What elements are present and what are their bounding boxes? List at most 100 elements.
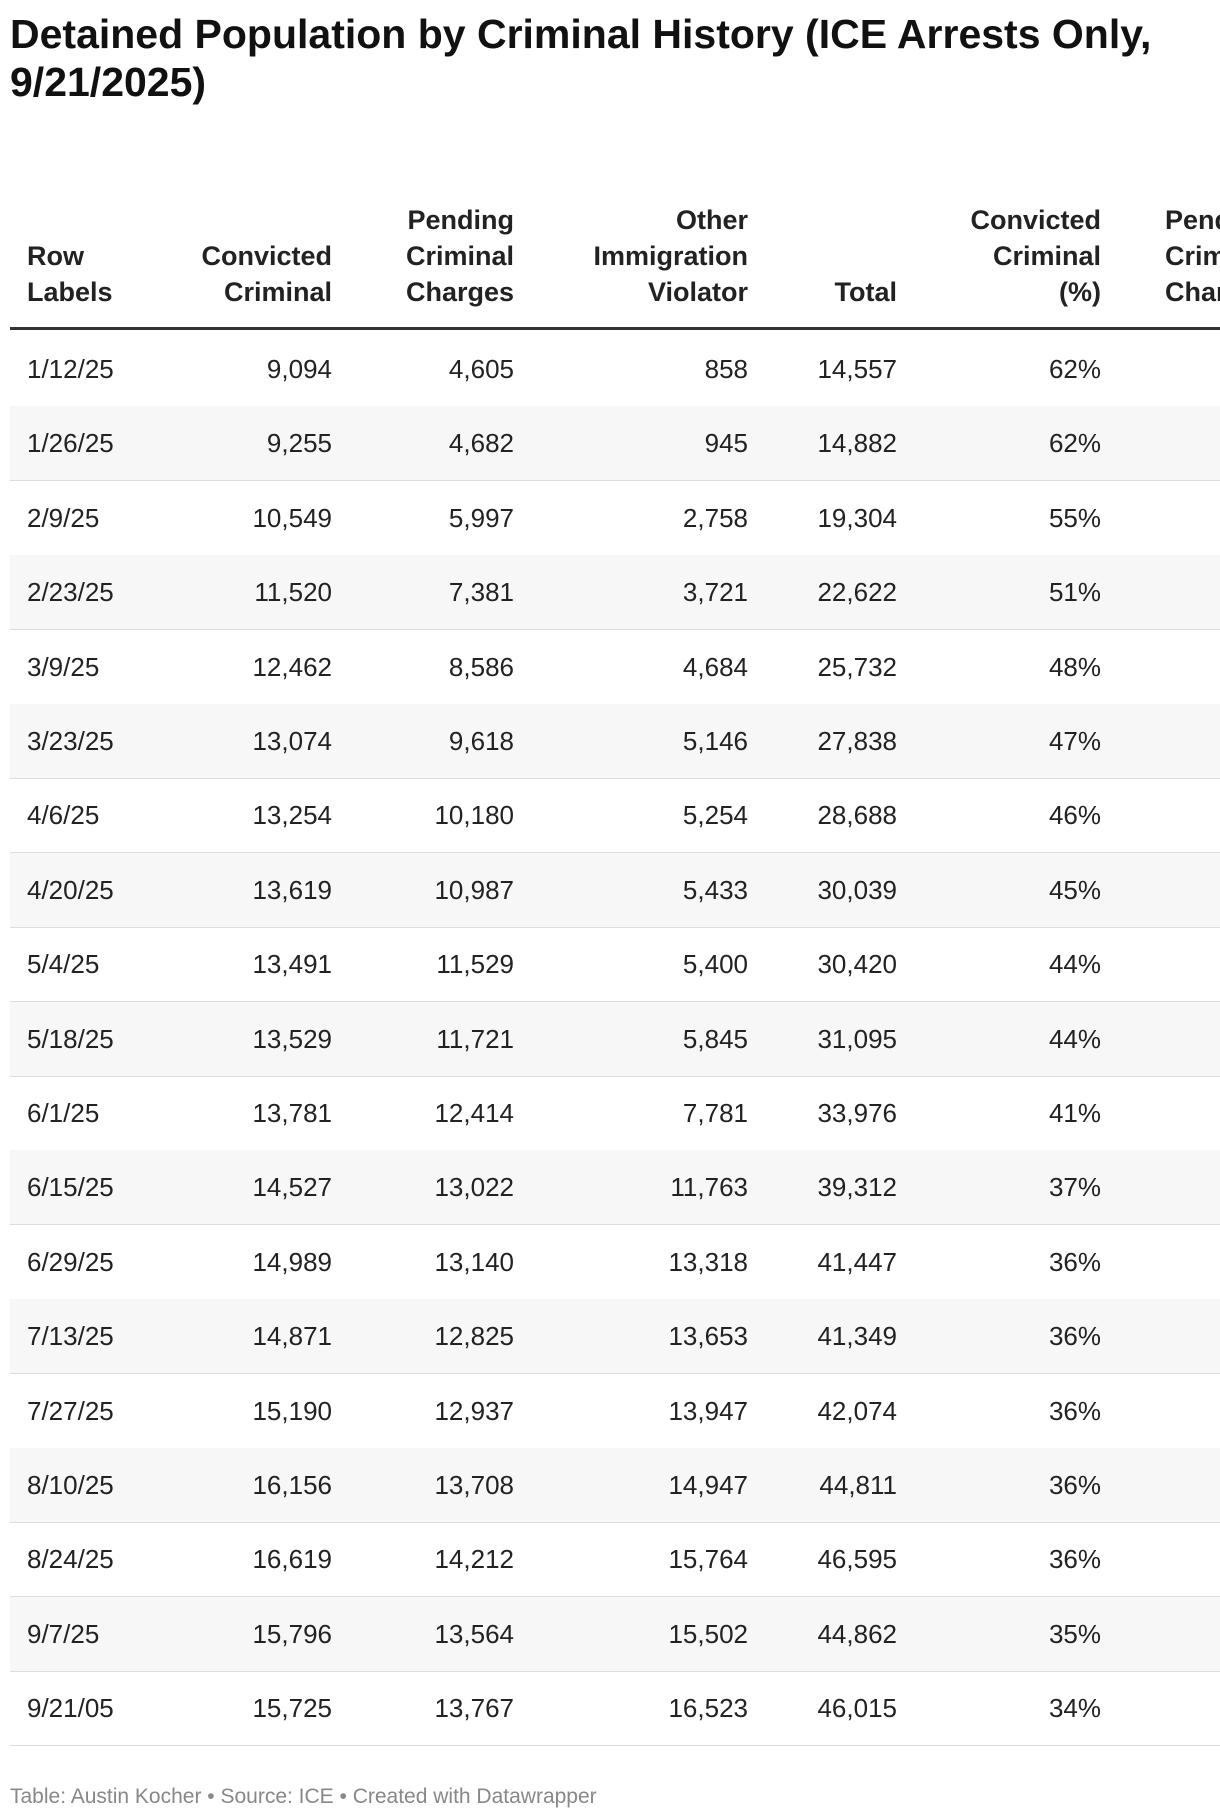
row-label: 7/13/25 <box>27 1321 114 1352</box>
table-cell: 36% <box>1048 1246 1101 1277</box>
table-row: 4/6/25 13,254 10,180 5,254 28,688 46% <box>10 778 1220 854</box>
table-cell: 36% <box>1048 1544 1101 1575</box>
table-cell: 62% <box>1048 354 1101 384</box>
table-row: 3/23/25 13,074 9,618 5,146 27,838 47% <box>10 704 1220 779</box>
table-cell: 37% <box>1048 1172 1101 1203</box>
table-cell: 13,653 <box>668 1321 748 1352</box>
row-label: 4/6/25 <box>27 800 100 831</box>
table-row: 7/27/25 15,190 12,937 13,947 42,074 36% <box>10 1374 1220 1449</box>
table-cell: 14,212 <box>434 1544 514 1575</box>
table-cell: 15,725 <box>252 1693 332 1724</box>
table-header: Row Labels Convicted Criminal Pending Crim… <box>10 160 1220 310</box>
table-cell: 13,140 <box>434 1246 514 1277</box>
table-cell: 13,318 <box>668 1246 748 1277</box>
table: Row Labels Convicted Criminal Pending Crim… <box>10 160 1220 1750</box>
table-row: 2/9/25 10,549 5,997 2,758 19,304 55% <box>10 481 1220 556</box>
table-cell: 11,520 <box>254 577 332 608</box>
table-row: 9/7/25 15,796 13,564 15,502 44,862 35% <box>10 1596 1220 1672</box>
row-label: 6/15/25 <box>27 1172 114 1203</box>
table-cell: 16,619 <box>252 1544 332 1575</box>
row-label: 2/23/25 <box>27 577 114 608</box>
table-cell: 44% <box>1048 949 1101 980</box>
table-cell: 14,557 <box>817 354 897 384</box>
table-cell: 12,825 <box>434 1321 514 1352</box>
table-cell: 55% <box>1048 502 1101 533</box>
table-cell: 10,180 <box>434 800 514 831</box>
table-row: 9/21/05 15,725 13,767 16,523 46,015 34% <box>10 1671 1220 1747</box>
table-row: 6/1/25 13,781 12,414 7,781 33,976 41% <box>10 1076 1220 1151</box>
table-cell: 5,254 <box>682 800 748 831</box>
table-cell: 13,619 <box>252 874 332 905</box>
table-cell: 10,549 <box>252 502 332 533</box>
column-header: Pending Criminal Charges <box>1165 205 1220 307</box>
table-cell: 34% <box>1048 1693 1101 1724</box>
table-cell: 15,764 <box>668 1544 748 1575</box>
row-label: 7/27/25 <box>27 1395 114 1426</box>
row-label: 3/9/25 <box>27 651 100 682</box>
table-cell: 25,732 <box>817 651 897 682</box>
table-cell: 13,564 <box>434 1618 514 1649</box>
table-row: 6/29/25 14,989 13,140 13,318 41,447 36% <box>10 1225 1220 1300</box>
table-cell: 7,781 <box>682 1098 748 1128</box>
table-cell: 46,595 <box>817 1544 897 1575</box>
row-label: 4/20/25 <box>27 874 114 905</box>
table-cell: 4,682 <box>448 428 514 459</box>
row-label: 2/9/25 <box>27 502 100 533</box>
table-cell: 12,414 <box>434 1098 514 1128</box>
table-cell: 13,767 <box>434 1693 514 1724</box>
row-label: 5/18/25 <box>27 1023 114 1054</box>
column-header: Pending Criminal Charges <box>405 205 514 307</box>
table-cell: 13,708 <box>434 1470 514 1500</box>
table-cell: 5,433 <box>682 874 748 905</box>
row-label: 3/23/25 <box>27 726 114 756</box>
table-cell: 9,255 <box>266 428 332 459</box>
table-cell: 51% <box>1048 577 1101 608</box>
row-label: 6/29/25 <box>27 1246 114 1277</box>
table-cell: 5,997 <box>448 502 514 533</box>
table-cell: 14,527 <box>252 1172 332 1203</box>
row-label: 6/1/25 <box>27 1098 100 1128</box>
table-row: 5/4/25 13,491 11,529 5,400 30,420 44% <box>10 927 1220 1003</box>
table-cell: 13,491 <box>252 949 332 980</box>
table-cell: 5,146 <box>682 726 748 756</box>
column-header: Row Labels <box>27 241 113 307</box>
table-cell: 33,976 <box>817 1098 897 1128</box>
table-cell: 15,190 <box>252 1395 332 1426</box>
table-row: 8/10/25 16,156 13,708 14,947 44,811 36% <box>10 1448 1220 1523</box>
table-row: 3/9/25 12,462 8,586 4,684 25,732 48% <box>10 630 1220 705</box>
table-cell: 41% <box>1048 1098 1101 1128</box>
table-cell: 13,947 <box>668 1395 748 1426</box>
row-label: 5/4/25 <box>27 949 100 980</box>
table-row: 7/13/25 14,871 12,825 13,653 41,349 36% <box>10 1299 1220 1375</box>
table-cell: 12,937 <box>434 1395 514 1426</box>
table-cell: 36% <box>1048 1470 1101 1500</box>
table-row: 2/23/25 11,520 7,381 3,721 22,622 51% <box>10 555 1220 631</box>
table-cell: 31,095 <box>817 1023 897 1054</box>
table-cell: 13,529 <box>252 1023 332 1054</box>
row-label: 8/10/25 <box>27 1470 114 1500</box>
column-header: Other Immigration Violator <box>593 205 748 307</box>
table-cell: 4,605 <box>448 354 514 384</box>
table-cell: 2,758 <box>682 502 748 533</box>
table-cell: 14,947 <box>668 1470 748 1500</box>
table-row: 6/15/25 14,527 13,022 11,763 39,312 37% <box>10 1150 1220 1226</box>
table-cell: 15,502 <box>668 1618 748 1649</box>
table-row: 8/24/25 16,619 14,212 15,764 46,595 36% <box>10 1522 1220 1598</box>
table-cell: 44,811 <box>819 1470 897 1500</box>
table-cell: 27,838 <box>817 726 897 756</box>
table-cell: 62% <box>1048 428 1101 459</box>
title: Detained Population by Criminal History … <box>10 11 1152 105</box>
table-cell: 14,871 <box>252 1321 332 1352</box>
table-cell: 15,796 <box>252 1618 332 1649</box>
table-cell: 47% <box>1048 726 1101 756</box>
table-cell: 11,763 <box>670 1172 748 1203</box>
row-label: 1/12/25 <box>27 354 114 384</box>
table-cell: 39,312 <box>817 1172 897 1203</box>
header-rule <box>10 327 1220 330</box>
table-row: 1/12/25 9,094 4,605 858 14,557 62% <box>10 332 1220 407</box>
table-cell: 46% <box>1048 800 1101 831</box>
table-cell: 858 <box>704 354 748 384</box>
table-cell: 36% <box>1048 1395 1101 1426</box>
table-cell: 48% <box>1048 651 1101 682</box>
